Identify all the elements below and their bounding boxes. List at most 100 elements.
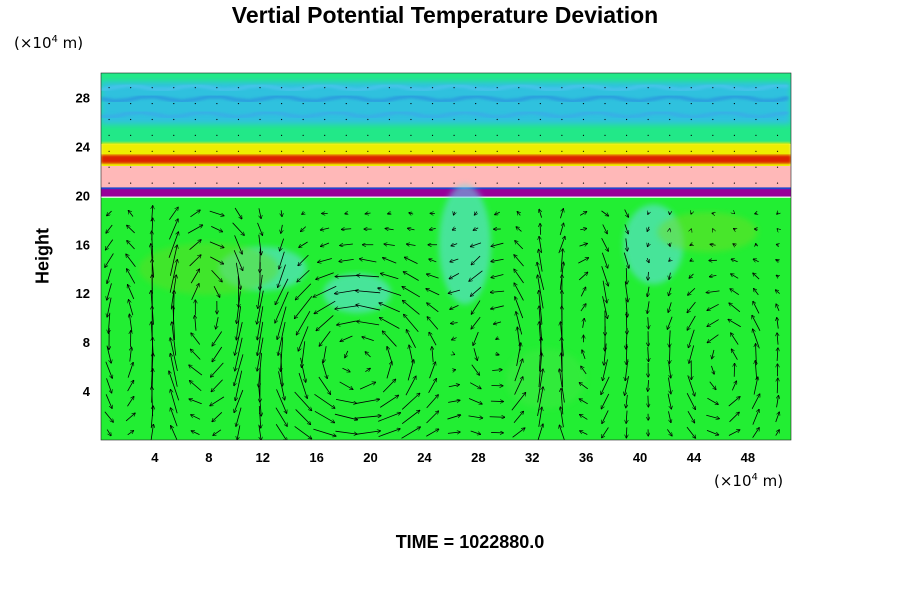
- velocity-arrow: [187, 225, 203, 234]
- velocity-arrow: [234, 235, 243, 254]
- velocity-dot: [216, 134, 218, 136]
- velocity-arrow: [601, 393, 610, 409]
- velocity-arrow: [235, 337, 243, 371]
- velocity-dot: [755, 166, 757, 168]
- velocity-dot: [259, 166, 261, 168]
- velocity-dot: [776, 102, 779, 105]
- x-tick-label: 8: [205, 450, 212, 465]
- velocity-arrow: [731, 259, 738, 262]
- velocity-arrow: [648, 347, 649, 362]
- velocity-dot: [453, 118, 455, 121]
- velocity-arrow: [559, 425, 565, 440]
- velocity-arrow: [235, 262, 240, 290]
- velocity-arrow: [624, 281, 628, 302]
- velocity-dot: [733, 182, 735, 184]
- velocity-arrow: [335, 305, 358, 309]
- velocity-arrow: [234, 354, 244, 385]
- field-patch: [505, 348, 586, 409]
- velocity-dot: [755, 118, 757, 121]
- velocity-arrow: [152, 369, 153, 403]
- x-tick-label: 4: [151, 450, 159, 465]
- velocity-arrow: [191, 284, 199, 301]
- velocity-dot: [108, 150, 110, 152]
- velocity-dot: [669, 118, 671, 121]
- velocity-arrow: [515, 297, 524, 319]
- velocity-arrow: [469, 270, 483, 282]
- velocity-arrow: [729, 412, 740, 423]
- velocity-arrow: [189, 381, 202, 392]
- velocity-arrow: [562, 337, 563, 372]
- velocity-arrow: [170, 338, 178, 372]
- velocity-dot: [755, 150, 757, 152]
- velocity-arrow: [687, 411, 695, 423]
- velocity-arrow: [731, 274, 739, 279]
- velocity-arrow: [427, 274, 439, 279]
- velocity-arrow: [426, 411, 439, 424]
- velocity-arrow: [275, 291, 289, 323]
- chart-title: Vertial Potential Temperature Deviation: [231, 2, 659, 28]
- velocity-arrow: [707, 334, 719, 343]
- velocity-arrow: [212, 331, 223, 345]
- velocity-dot: [733, 87, 735, 89]
- velocity-arrow: [514, 269, 524, 284]
- velocity-arrow: [558, 236, 565, 254]
- velocity-dot: [733, 102, 735, 105]
- velocity-arrow: [335, 289, 358, 294]
- velocity-arrow: [298, 372, 307, 398]
- velocity-dot: [410, 102, 412, 105]
- velocity-dot: [604, 102, 606, 105]
- velocity-dot: [453, 134, 455, 136]
- velocity-dot: [604, 182, 606, 184]
- velocity-arrow: [313, 428, 336, 436]
- velocity-dot: [259, 102, 261, 105]
- purple-layer: [101, 187, 791, 197]
- velocity-arrow: [668, 287, 671, 296]
- velocity-dot: [647, 118, 649, 121]
- velocity-arrow: [409, 345, 414, 364]
- velocity-arrow: [626, 394, 628, 408]
- velocity-arrow: [776, 244, 779, 245]
- velocity-arrow: [581, 366, 587, 375]
- velocity-dot: [582, 166, 585, 168]
- velocity-dot: [604, 150, 606, 152]
- velocity-arrow: [409, 213, 414, 214]
- velocity-arrow: [689, 345, 695, 363]
- velocity-dot: [345, 87, 347, 89]
- velocity-arrow: [302, 212, 305, 214]
- velocity-arrow: [320, 242, 330, 246]
- velocity-arrow: [539, 306, 543, 341]
- field-patch: [138, 242, 279, 295]
- velocity-dot: [237, 87, 240, 89]
- velocity-arrow: [211, 270, 223, 282]
- velocity-arrow: [491, 242, 504, 246]
- x-tick-label: 36: [579, 450, 593, 465]
- velocity-dot: [302, 134, 304, 136]
- velocity-arrow: [107, 268, 112, 284]
- velocity-arrow: [537, 387, 544, 416]
- velocity-arrow: [380, 395, 398, 408]
- x-tick-label: 28: [471, 450, 485, 465]
- velocity-arrow: [517, 327, 521, 351]
- velocity-dot: [712, 118, 714, 121]
- velocity-dot: [216, 118, 218, 121]
- velocity-arrow: [451, 323, 458, 324]
- velocity-dot: [431, 166, 434, 168]
- velocity-dot: [453, 182, 455, 184]
- x-tick-label: 12: [255, 450, 269, 465]
- velocity-arrow: [731, 333, 739, 345]
- velocity-arrow: [470, 242, 482, 247]
- velocity-arrow: [401, 427, 421, 439]
- velocity-arrow: [298, 254, 309, 266]
- velocity-dot: [475, 134, 477, 136]
- velocity-arrow: [172, 322, 177, 356]
- velocity-arrow: [359, 382, 376, 390]
- velocity-arrow: [335, 276, 358, 277]
- velocity-dot: [130, 118, 132, 121]
- velocity-dot: [280, 150, 283, 152]
- velocity-dot: [108, 134, 110, 136]
- velocity-arrow: [777, 395, 779, 408]
- velocity-arrow: [323, 346, 327, 362]
- velocity-arrow: [426, 289, 440, 296]
- velocity-arrow: [470, 430, 481, 434]
- y-tick-label: 28: [76, 90, 90, 105]
